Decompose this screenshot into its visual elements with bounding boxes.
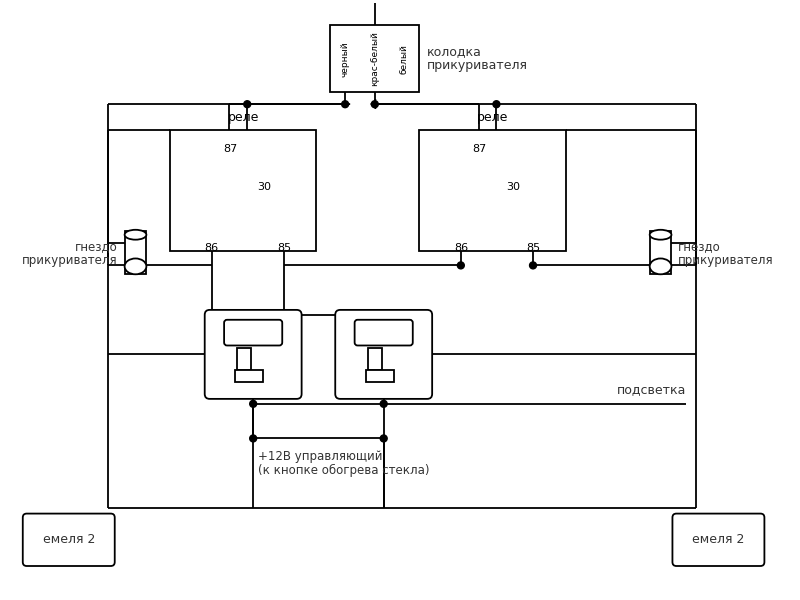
Text: прикуривателя: прикуривателя (678, 254, 774, 267)
Ellipse shape (650, 230, 671, 239)
Bar (419, 130, 566, 251)
Bar (366, 370, 394, 382)
Text: прикуривателя: прикуривателя (427, 59, 528, 72)
Text: −: − (338, 97, 351, 112)
Text: 86: 86 (205, 242, 218, 253)
Text: подсветка: подсветка (617, 383, 686, 396)
FancyBboxPatch shape (673, 514, 765, 566)
Text: белый: белый (400, 44, 409, 74)
Bar (235, 370, 263, 382)
Text: гнездо: гнездо (678, 240, 721, 253)
Text: крас-белый: крас-белый (370, 31, 379, 86)
Text: реле: реле (227, 111, 259, 124)
Circle shape (530, 262, 537, 269)
Circle shape (380, 435, 387, 442)
Text: (к кнопке обогрева стекла): (к кнопке обогрева стекла) (258, 464, 430, 477)
Text: емеля 2: емеля 2 (692, 533, 745, 546)
Text: 85: 85 (277, 242, 291, 253)
Ellipse shape (125, 259, 146, 274)
Circle shape (493, 101, 500, 107)
Bar (368, 349, 382, 370)
Circle shape (250, 435, 257, 442)
FancyBboxPatch shape (354, 320, 413, 346)
Text: 87: 87 (223, 143, 238, 154)
Text: прикуривателя: прикуривателя (22, 254, 118, 267)
Text: 85: 85 (526, 242, 540, 253)
Bar (125, 231, 146, 274)
Bar (330, 25, 419, 92)
Text: колодка: колодка (427, 46, 482, 58)
Ellipse shape (650, 259, 671, 274)
Text: гнездо: гнездо (75, 240, 118, 253)
Circle shape (250, 400, 257, 407)
Circle shape (371, 101, 378, 107)
FancyBboxPatch shape (224, 320, 282, 346)
FancyBboxPatch shape (205, 310, 302, 399)
Text: 86: 86 (454, 242, 468, 253)
Text: +: + (369, 97, 381, 112)
Circle shape (244, 101, 250, 107)
Bar (238, 349, 251, 370)
FancyBboxPatch shape (335, 310, 432, 399)
Bar (170, 130, 317, 251)
Text: реле: реле (477, 111, 508, 124)
Text: емеля 2: емеля 2 (42, 533, 95, 546)
Text: 30: 30 (257, 182, 271, 192)
Text: черный: черный (341, 41, 350, 77)
FancyBboxPatch shape (22, 514, 114, 566)
Circle shape (380, 400, 387, 407)
Bar (650, 231, 671, 274)
Text: 87: 87 (473, 143, 486, 154)
Text: +12В управляющий: +12В управляющий (258, 451, 382, 463)
Circle shape (342, 101, 349, 107)
Text: 30: 30 (506, 182, 520, 192)
Ellipse shape (125, 230, 146, 239)
Circle shape (458, 262, 464, 269)
